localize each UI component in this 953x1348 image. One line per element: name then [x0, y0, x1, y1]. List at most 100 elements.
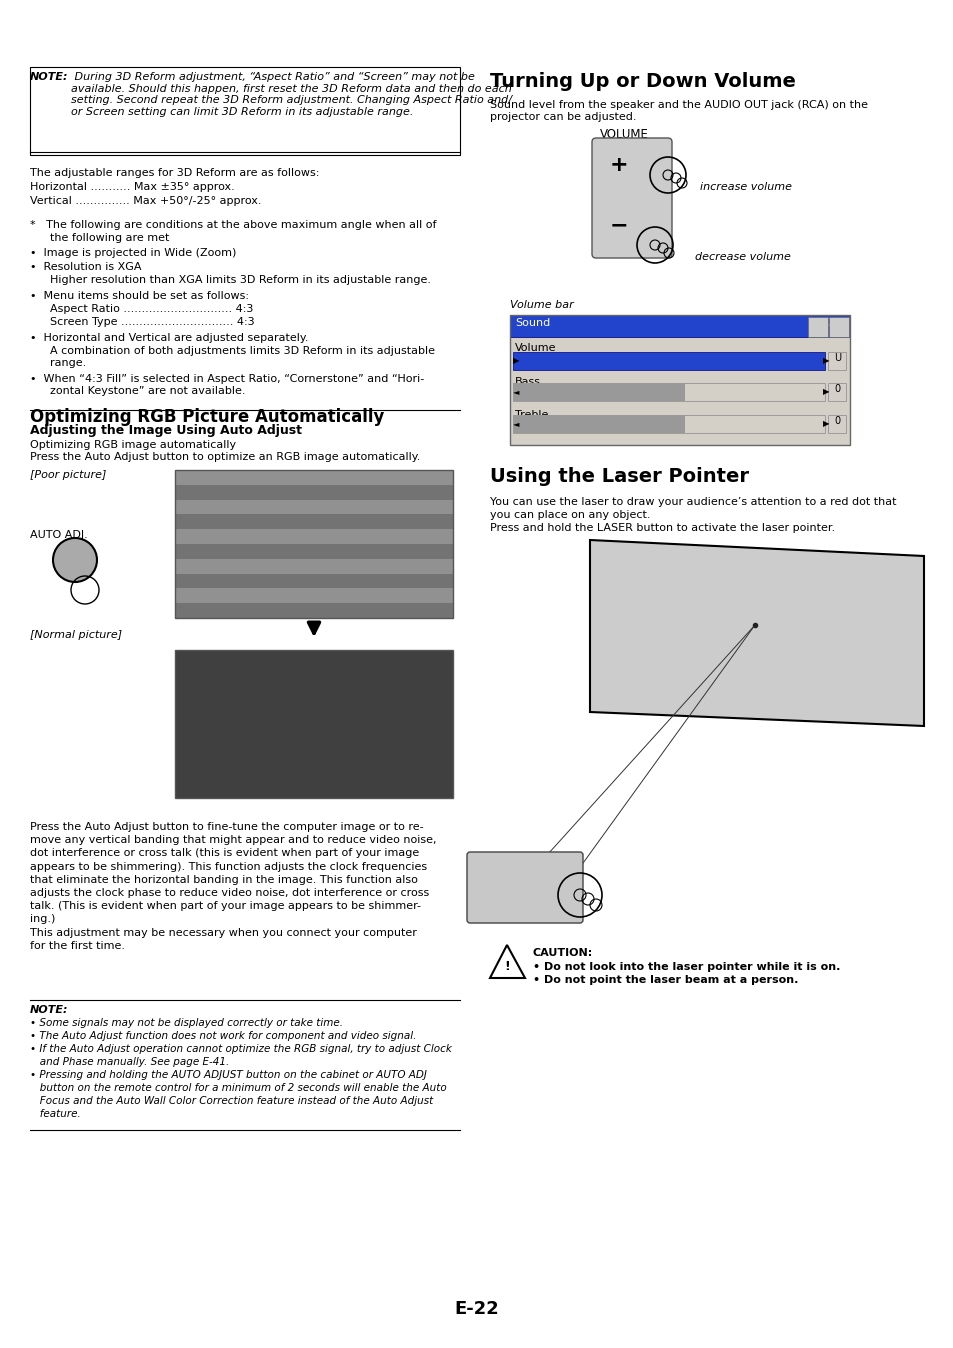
Text: Bass: Bass — [515, 377, 540, 387]
Text: ?: ? — [811, 318, 817, 328]
Text: The adjustable ranges for 3D Reform are as follows:: The adjustable ranges for 3D Reform are … — [30, 168, 319, 178]
Bar — [174, 724, 453, 739]
Text: Press the Auto Adjust button to optimize an RGB image automatically.: Press the Auto Adjust button to optimize… — [30, 452, 420, 462]
Bar — [174, 530, 453, 545]
Text: You can use the laser to draw your audience’s attention to a red dot that
you ca: You can use the laser to draw your audie… — [490, 497, 896, 534]
Bar — [174, 588, 453, 603]
Text: !: ! — [503, 961, 509, 973]
Text: zontal Keystone” are not available.: zontal Keystone” are not available. — [50, 386, 245, 396]
Text: ◄: ◄ — [513, 387, 519, 396]
Text: range.: range. — [50, 359, 86, 368]
Text: U: U — [833, 353, 841, 363]
Text: X: X — [827, 318, 834, 328]
Bar — [174, 500, 453, 515]
Text: +: + — [609, 155, 628, 175]
FancyBboxPatch shape — [467, 852, 582, 923]
Bar — [513, 352, 824, 369]
Bar — [174, 485, 453, 500]
Text: Focus and the Auto Wall Color Correction feature instead of the Auto Adjust: Focus and the Auto Wall Color Correction… — [30, 1096, 433, 1105]
Bar — [513, 383, 824, 400]
Bar — [174, 545, 453, 559]
Text: −: − — [609, 214, 628, 235]
Bar — [174, 739, 453, 754]
Text: ◄: ◄ — [513, 419, 519, 429]
Text: Volume bar: Volume bar — [510, 301, 573, 310]
Bar — [174, 650, 453, 665]
Text: Sound: Sound — [515, 318, 550, 328]
Text: Treble: Treble — [515, 410, 548, 421]
Text: [Poor picture]: [Poor picture] — [30, 470, 107, 480]
Bar — [174, 665, 453, 679]
Bar — [174, 574, 453, 588]
Bar — [510, 337, 849, 445]
Text: Vertical ............... Max +50°/-25° approx.: Vertical ............... Max +50°/-25° a… — [30, 195, 261, 206]
Bar — [513, 383, 684, 400]
Circle shape — [53, 538, 97, 582]
Bar — [174, 694, 453, 709]
Text: ▶: ▶ — [513, 356, 519, 365]
Bar — [174, 470, 453, 485]
Bar — [827, 415, 845, 433]
Text: •  When “4:3 Fill” is selected in Aspect Ratio, “Cornerstone” and “Hori-: • When “4:3 Fill” is selected in Aspect … — [30, 373, 424, 384]
Text: CAUTION:: CAUTION: — [533, 948, 593, 958]
Polygon shape — [490, 945, 524, 979]
Text: button on the remote control for a minimum of 2 seconds will enable the Auto: button on the remote control for a minim… — [30, 1082, 446, 1093]
Polygon shape — [589, 541, 923, 727]
Text: • The Auto Adjust function does not work for component and video signal.: • The Auto Adjust function does not work… — [30, 1031, 416, 1041]
Text: Higher resolution than XGA limits 3D Reform in its adjustable range.: Higher resolution than XGA limits 3D Ref… — [50, 275, 431, 284]
Text: • If the Auto Adjust operation cannot optimize the RGB signal, try to adjust Clo: • If the Auto Adjust operation cannot op… — [30, 1043, 452, 1054]
Text: decrease volume: decrease volume — [695, 252, 790, 262]
Text: Press the Auto Adjust button to fine-tune the computer image or to re-
move any : Press the Auto Adjust button to fine-tun… — [30, 822, 436, 950]
Text: Sound level from the speaker and the AUDIO OUT jack (RCA) on the
projector can b: Sound level from the speaker and the AUD… — [490, 100, 867, 121]
Text: 0: 0 — [833, 417, 840, 426]
Text: •  Horizontal and Vertical are adjusted separately.: • Horizontal and Vertical are adjusted s… — [30, 333, 308, 342]
Text: increase volume: increase volume — [700, 182, 791, 191]
Text: AUTO ADJ.: AUTO ADJ. — [30, 530, 88, 541]
Bar — [174, 754, 453, 768]
Bar — [828, 317, 848, 337]
Text: •  Image is projected in Wide (Zoom): • Image is projected in Wide (Zoom) — [30, 248, 236, 257]
Bar — [174, 559, 453, 574]
Text: During 3D Reform adjustment, “Aspect Ratio” and “Screen” may not be
available. S: During 3D Reform adjustment, “Aspect Rat… — [71, 71, 512, 117]
Text: feature.: feature. — [30, 1109, 81, 1119]
Text: • Do not look into the laser pointer while it is on.: • Do not look into the laser pointer whi… — [533, 962, 840, 972]
Text: and Phase manually. See page E-41.: and Phase manually. See page E-41. — [30, 1057, 229, 1068]
Bar — [174, 470, 453, 617]
Bar — [513, 415, 684, 433]
FancyBboxPatch shape — [592, 137, 671, 257]
Bar — [174, 650, 453, 798]
Text: • Some signals may not be displayed correctly or take time.: • Some signals may not be displayed corr… — [30, 1018, 343, 1029]
Text: ▶: ▶ — [822, 419, 828, 429]
Text: Screen Type ............................... 4:3: Screen Type ............................… — [50, 317, 254, 328]
Text: A combination of both adjustments limits 3D Reform in its adjustable: A combination of both adjustments limits… — [50, 346, 435, 356]
Bar — [174, 679, 453, 694]
Text: X: X — [833, 319, 840, 329]
Text: Adjusting the Image Using Auto Adjust: Adjusting the Image Using Auto Adjust — [30, 425, 302, 437]
Text: Turning Up or Down Volume: Turning Up or Down Volume — [490, 71, 795, 92]
Bar — [513, 415, 824, 433]
Text: •  Menu items should be set as follows:: • Menu items should be set as follows: — [30, 291, 249, 301]
Bar — [827, 352, 845, 369]
Bar — [827, 383, 845, 400]
Text: ▶: ▶ — [822, 387, 828, 396]
Text: Optimizing RGB image automatically: Optimizing RGB image automatically — [30, 439, 236, 450]
Text: Using the Laser Pointer: Using the Laser Pointer — [490, 466, 748, 487]
Bar — [510, 315, 849, 445]
Text: Horizontal ........... Max ±35° approx.: Horizontal ........... Max ±35° approx. — [30, 182, 234, 191]
Text: ▶: ▶ — [822, 356, 828, 365]
Text: • Pressing and holding the AUTO ADJUST button on the cabinet or AUTO ADJ: • Pressing and holding the AUTO ADJUST b… — [30, 1070, 426, 1080]
Text: NOTE:: NOTE: — [30, 71, 69, 82]
Bar — [30, 67, 459, 155]
Text: E-22: E-22 — [455, 1299, 498, 1318]
Text: *   The following are conditions at the above maximum angle when all of: * The following are conditions at the ab… — [30, 220, 436, 231]
Text: Aspect Ratio .............................. 4:3: Aspect Ratio ...........................… — [50, 305, 253, 314]
Text: [Normal picture]: [Normal picture] — [30, 630, 122, 640]
Bar — [174, 709, 453, 724]
Bar — [174, 515, 453, 530]
Text: NOTE:: NOTE: — [30, 1006, 69, 1015]
Bar — [174, 783, 453, 798]
Text: VOLUME: VOLUME — [599, 128, 648, 142]
Text: the following are met: the following are met — [50, 233, 170, 243]
Text: • Do not point the laser beam at a person.: • Do not point the laser beam at a perso… — [533, 975, 798, 985]
Text: •  Resolution is XGA: • Resolution is XGA — [30, 262, 141, 272]
